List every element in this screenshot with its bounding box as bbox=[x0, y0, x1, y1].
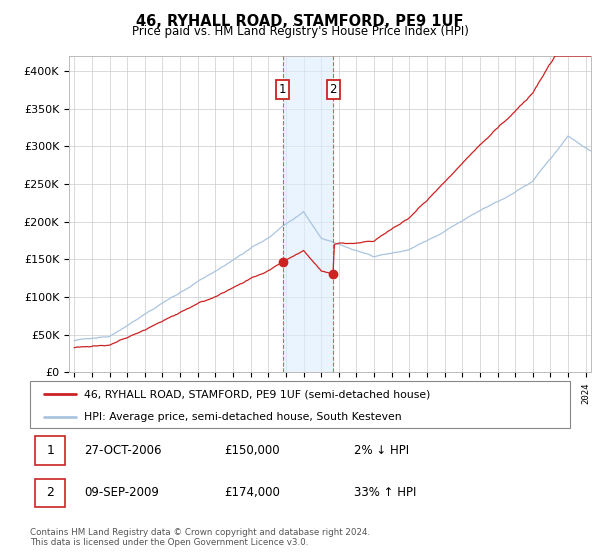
Text: 2: 2 bbox=[46, 487, 54, 500]
Bar bbox=[283, 56, 334, 372]
FancyBboxPatch shape bbox=[30, 381, 570, 428]
Text: HPI: Average price, semi-detached house, South Kesteven: HPI: Average price, semi-detached house,… bbox=[84, 412, 401, 422]
Text: £150,000: £150,000 bbox=[224, 444, 280, 457]
Text: £174,000: £174,000 bbox=[224, 487, 280, 500]
Text: 46, RYHALL ROAD, STAMFORD, PE9 1UF (semi-detached house): 46, RYHALL ROAD, STAMFORD, PE9 1UF (semi… bbox=[84, 389, 430, 399]
FancyBboxPatch shape bbox=[35, 436, 65, 465]
Text: Price paid vs. HM Land Registry's House Price Index (HPI): Price paid vs. HM Land Registry's House … bbox=[131, 25, 469, 38]
Text: 27-OCT-2006: 27-OCT-2006 bbox=[84, 444, 161, 457]
Text: 33% ↑ HPI: 33% ↑ HPI bbox=[354, 487, 416, 500]
Text: 2% ↓ HPI: 2% ↓ HPI bbox=[354, 444, 409, 457]
Text: Contains HM Land Registry data © Crown copyright and database right 2024.
This d: Contains HM Land Registry data © Crown c… bbox=[30, 528, 370, 547]
FancyBboxPatch shape bbox=[35, 479, 65, 507]
Text: 1: 1 bbox=[46, 444, 54, 457]
Text: 46, RYHALL ROAD, STAMFORD, PE9 1UF: 46, RYHALL ROAD, STAMFORD, PE9 1UF bbox=[136, 14, 464, 29]
Text: 09-SEP-2009: 09-SEP-2009 bbox=[84, 487, 159, 500]
Text: 2: 2 bbox=[329, 83, 337, 96]
Text: 1: 1 bbox=[279, 83, 286, 96]
